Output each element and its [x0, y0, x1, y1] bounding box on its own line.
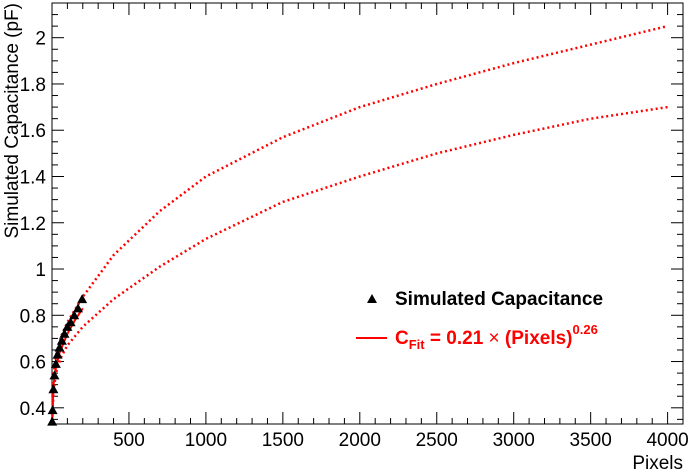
legend: Simulated Capacitance CFit = 0.21 × (Pix…: [356, 289, 603, 352]
plot-frame: [51, 2, 684, 425]
x-axis: 500 1000 1500 2000 2500 3000 3500 4000: [66, 3, 689, 451]
legend-fit-label: CFit = 0.21 × (Pixels)0.26: [395, 322, 598, 352]
data-point-triangle: [47, 405, 58, 415]
data-point-triangle: [69, 310, 80, 320]
y-tick-label: 1.8: [20, 75, 46, 96]
data-point-triangle: [47, 416, 58, 426]
fit-curves: [50, 24, 668, 422]
data-point-triangle: [50, 358, 61, 368]
data-point-triangle: [49, 370, 60, 380]
fit-band-upper-curve: [50, 24, 668, 420]
y-tick-label: 0.6: [20, 353, 46, 374]
y-tick-label: 1.4: [20, 167, 47, 188]
data-point-triangle: [73, 303, 84, 313]
fit-band-lower-curve: [50, 105, 668, 422]
x-tick-label: 2000: [339, 430, 381, 451]
x-axis-title: Pixels: [632, 453, 683, 472]
fit-subscript: Fit: [409, 337, 426, 352]
y-tick-label: 2: [35, 29, 46, 50]
x-tick-label: 500: [113, 430, 145, 451]
y-tick-label: 0.4: [20, 399, 47, 420]
data-point-triangle: [59, 328, 70, 338]
fit-equals: = 0.21: [425, 328, 484, 349]
data-point-triangle: [77, 294, 88, 304]
y-axis-title: Simulated Capacitance (pF): [2, 3, 23, 239]
legend-triangle-marker: [367, 294, 377, 303]
y-tick-label: 1.2: [20, 214, 46, 235]
x-tick-label: 2500: [416, 430, 458, 451]
data-point-triangle: [56, 335, 67, 345]
x-tick-label: 3000: [493, 430, 535, 451]
x-tick-label: 1500: [262, 430, 304, 451]
fit-base: (Pixels): [505, 328, 573, 349]
data-point-triangle: [52, 349, 63, 359]
y-tick-label: 0.8: [20, 306, 46, 327]
y-axis: 0.4 0.6 0.8 1 1.2 1.4 1.6 1.8 2: [20, 14, 683, 420]
fit-prefix: C: [395, 328, 409, 349]
x-tick-label: 1000: [185, 430, 227, 451]
data-point-triangle: [65, 317, 76, 327]
x-tick-label: 3500: [570, 430, 612, 451]
fit-exponent: 0.26: [573, 322, 598, 337]
data-points: [47, 294, 88, 426]
y-tick-label: 1.6: [20, 121, 46, 142]
y-tick-label: 1: [35, 260, 46, 281]
fit-times: ×: [483, 328, 505, 349]
legend-points-label: Simulated Capacitance: [395, 289, 603, 310]
data-point-triangle: [62, 321, 73, 331]
x-tick-label: 4000: [646, 430, 688, 451]
data-point-triangle: [48, 384, 59, 394]
data-point-triangle: [54, 342, 65, 352]
